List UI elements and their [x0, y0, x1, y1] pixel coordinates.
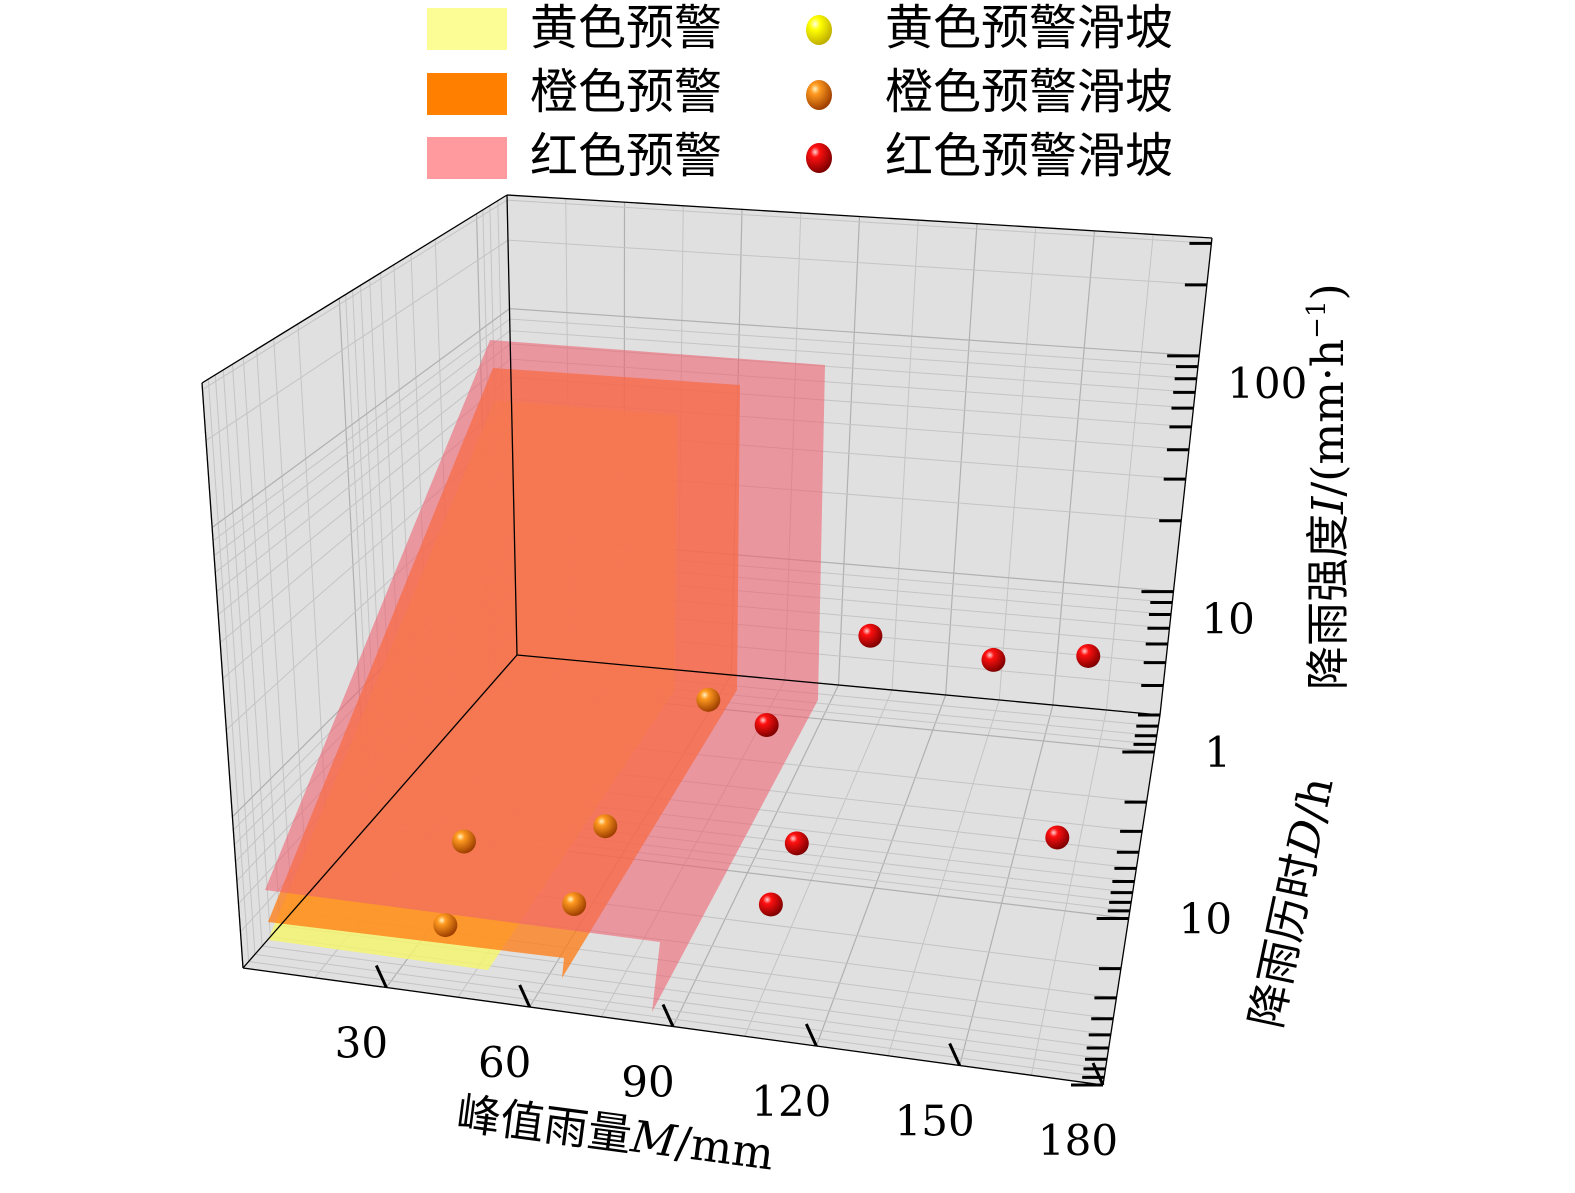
legend-marker-red: [806, 143, 832, 173]
x-tick-mark: [1091, 1062, 1105, 1086]
z-tick-label: 10: [1201, 595, 1254, 644]
side-gridline-i: [214, 343, 511, 573]
legend-label-red-landslide: 红色预警滑坡: [885, 128, 1173, 184]
floor-gridline-m: [887, 699, 1000, 1056]
side-gridline-i: [205, 239, 509, 441]
back-gridline-m: [837, 216, 861, 686]
x-tick-mark: [518, 984, 532, 1008]
x-tick-label: 60: [478, 1038, 531, 1087]
x-tick-mark: [948, 1042, 962, 1067]
red-landslide-point: [1045, 825, 1070, 850]
back-gridline-i: [509, 330, 1197, 380]
red-landslide-point: [981, 647, 1006, 672]
y-tick-label: 1: [1204, 728, 1231, 777]
x-tick-label: 180: [1038, 1116, 1118, 1165]
legend-swatch-red: [427, 137, 507, 179]
box-edge: [201, 382, 244, 969]
side-gridline-d: [256, 349, 293, 912]
x-axis-title: 峰值雨量M/mm: [454, 1088, 777, 1180]
x-tick-mark: [374, 964, 388, 989]
legend: 黄色预警 橙色预警 红色预警 黄色预警滑坡 橙色预警滑坡 红色预警滑坡: [427, 0, 1173, 184]
x-tick-label: 30: [335, 1019, 388, 1068]
back-gridline-i: [507, 199, 1212, 244]
floor-gridline-m: [672, 684, 840, 1027]
back-gridline-i: [509, 308, 1200, 357]
box-edge: [242, 654, 518, 969]
legend-swatch-yellow: [427, 8, 507, 50]
legend-marker-orange: [806, 80, 832, 110]
orange-landslide-point: [451, 829, 476, 854]
back-gridline-i: [509, 318, 1199, 368]
data-points: [433, 623, 1101, 938]
axis-ticks: 30 60 90 120 150 180 1 10 10 100: [335, 241, 1307, 1165]
side-gridline-d: [222, 369, 263, 947]
red-landslide-point: [784, 831, 809, 856]
red-warning-zone: [265, 340, 825, 1012]
floor-gridline-m: [815, 694, 947, 1047]
side-gridline-i: [216, 358, 511, 593]
floor-gridline-d: [262, 945, 1108, 1060]
box-edge: [201, 194, 508, 384]
side-gridline-d: [231, 364, 271, 937]
legend-label-orange-landslide: 橙色预警滑坡: [885, 64, 1173, 120]
x-tick-label: 150: [895, 1097, 975, 1146]
legend-label-yellow-zone: 黄色预警: [530, 0, 722, 56]
orange-landslide-point: [593, 814, 618, 839]
side-gridline-d: [242, 357, 281, 926]
legend-label-yellow-landslide: 黄色预警滑坡: [885, 0, 1173, 56]
x-tick-label: 90: [621, 1058, 674, 1107]
back-gridline-m: [1052, 230, 1096, 706]
back-gridline-m: [998, 227, 1037, 701]
floor-gridline-d: [254, 953, 1106, 1070]
orange-landslide-point: [696, 687, 721, 712]
side-gridline-i: [212, 318, 510, 542]
legend-label-red-zone: 红色预警: [530, 128, 722, 184]
box-edge: [1159, 237, 1213, 716]
side-gridline-i: [202, 199, 508, 390]
box-edge: [506, 194, 518, 656]
z-tick-label: 100: [1227, 359, 1307, 408]
back-gridline-m: [891, 220, 919, 691]
legend-swatch-orange: [427, 73, 507, 115]
floor-gridline-m: [1030, 709, 1107, 1076]
box-edge: [516, 654, 1161, 716]
floor-gridline-m: [744, 689, 893, 1037]
x-tick-mark: [661, 1003, 675, 1028]
box-edge: [1102, 714, 1161, 1086]
floor-gridline-d: [248, 961, 1105, 1078]
red-landslide-point: [858, 623, 883, 648]
legend-label-orange-zone: 橙色预警: [530, 64, 722, 120]
side-gridline-i: [211, 308, 510, 529]
red-landslide-point: [1076, 643, 1101, 668]
side-gridline-d: [214, 374, 256, 955]
warning-zones: [265, 340, 825, 1012]
floor-gridline-m: [959, 704, 1054, 1066]
side-gridline-i: [213, 330, 511, 556]
y-axis-title: 降雨历时D/h: [1241, 773, 1344, 1032]
red-landslide-point: [758, 892, 783, 917]
y-tick-label: 10: [1179, 894, 1232, 943]
box-edge: [506, 194, 1213, 239]
x-tick-label: 120: [751, 1077, 831, 1126]
x-tick-mark: [804, 1023, 818, 1047]
orange-landslide-point: [433, 913, 458, 938]
back-gridline-m: [945, 223, 978, 696]
orange-landslide-point: [562, 892, 587, 917]
red-landslide-point: [754, 713, 779, 738]
back-gridline-m: [1105, 234, 1154, 711]
side-gridline-d: [207, 379, 250, 962]
z-axis-title: 降雨强度I/(mm·h−1): [1302, 283, 1354, 690]
back-gridline-i: [507, 239, 1207, 286]
legend-marker-yellow: [806, 15, 832, 45]
